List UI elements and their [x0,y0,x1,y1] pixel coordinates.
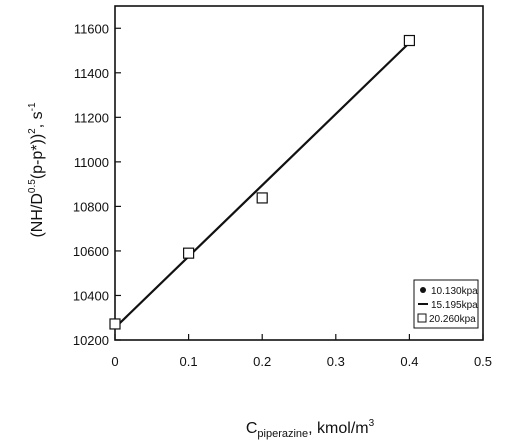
x-axis-title-rest: , kmol/m [308,420,368,437]
x-axis-title-sub: piperazine [257,428,308,440]
x-axis-title-main: C [246,420,258,437]
y-axis-title-pre: (NH/D [29,193,46,237]
x-axis-title-sup: 3 [369,418,375,429]
y-axis-title-mid: (p-p*)) [29,134,46,179]
y-tick-label: 11200 [74,110,109,125]
point-series-3 [109,318,121,330]
point-series-3 [403,34,415,47]
plot-frame [114,5,484,341]
y-tick-label: 10600 [73,244,109,259]
x-axis-title: Cpiperazine, kmol/m3 [246,418,375,440]
y-tick-label: 10800 [73,199,109,214]
y-axis-title: (NH/D0.5(p-p*))2, s-1 [27,102,46,237]
y-axis-title-rest: , s [29,111,46,128]
fit-line [114,41,411,329]
y-tick-label: 10200 [73,333,109,348]
x-tick-label: 0.1 [180,354,198,369]
x-tick-label: 0 [111,354,118,369]
x-tick-label: 0.5 [474,354,492,369]
data-points [109,34,415,330]
x-tick-label: 0.4 [400,354,418,369]
x-tick-label: 0.2 [253,354,271,369]
point-series-3 [256,192,268,204]
legend-label-3: 20.260kpa [429,314,476,325]
legend-marker-open-square [417,313,427,323]
x-tick-label: 0.3 [327,354,345,369]
y-tick-label: 11000 [74,155,109,170]
y-tick-label: 10400 [73,288,109,303]
y-axis-title-sup3: -1 [27,102,38,111]
legend-label-1: 10.130kpa [431,286,478,297]
legend-marker-filled-circle [420,287,426,293]
fit-line-group [114,41,411,329]
legend: 10.130kpa 15.195kpa 20.260kpa [413,279,479,329]
legend-label-2: 15.195kpa [431,300,478,311]
y-axis-title-sup1: 0.5 [27,179,38,193]
y-tick-label: 11400 [74,66,109,81]
point-series-3 [183,247,195,259]
ticks: 0 0.1 0.2 0.3 0.4 0.5 10200 10400 10600 10800 1100… [73,21,492,369]
y-axis-title-sup2: 2 [27,128,38,134]
y-tick-label: 11600 [74,21,109,36]
